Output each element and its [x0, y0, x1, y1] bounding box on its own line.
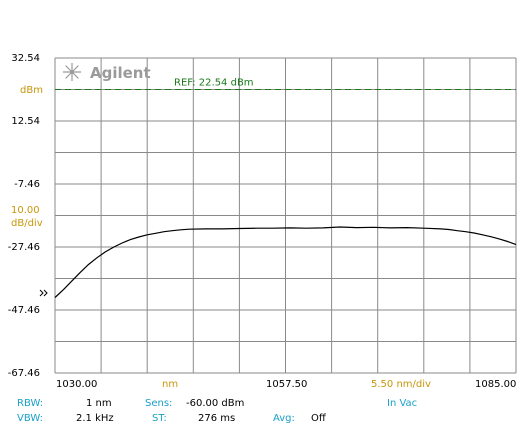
- x-span-per-division-label: 5.50 nm/div: [371, 379, 431, 390]
- rbw-label: RBW:: [17, 398, 43, 409]
- average-label: Avg:: [273, 413, 295, 424]
- x-end-label: 1085.00: [475, 379, 516, 390]
- plot-grid: [54, 57, 517, 374]
- sensitivity-value: -60.00 dBm: [186, 398, 244, 409]
- brand-logo-text: Agilent: [90, 64, 151, 82]
- x-unit-label: nm: [162, 379, 178, 390]
- spectrum-trace: [54, 226, 517, 298]
- scale-unit-label: dB/div: [11, 218, 43, 229]
- reference-level-marker-icon: [39, 289, 48, 297]
- y-tick-label: -27.46: [8, 242, 40, 253]
- sensitivity-label: Sens:: [145, 398, 172, 409]
- vbw-label: VBW:: [17, 413, 43, 424]
- sweep-time-value: 276 ms: [198, 413, 235, 424]
- x-center-label: 1057.50: [266, 379, 307, 390]
- reference-level-label: REF: 22.54 dBm: [174, 78, 254, 89]
- y-tick-label: -47.46: [8, 305, 40, 316]
- amplitude-unit-label: dBm: [20, 85, 43, 96]
- rbw-value: 1 nm: [86, 398, 112, 409]
- y-tick-label: 12.54: [11, 116, 40, 127]
- sweep-time-label: ST:: [152, 413, 167, 424]
- y-tick-label: 32.54: [11, 53, 40, 64]
- agilent-spark-icon: [63, 63, 81, 81]
- x-start-label: 1030.00: [56, 379, 97, 390]
- medium-label: In Vac: [387, 398, 417, 409]
- average-value: Off: [311, 413, 327, 424]
- y-tick-label: -7.46: [14, 179, 40, 190]
- y-tick-label: -67.46: [8, 368, 40, 379]
- scale-value-label: 10.00: [11, 205, 40, 216]
- vbw-value: 2.1 kHz: [76, 413, 114, 424]
